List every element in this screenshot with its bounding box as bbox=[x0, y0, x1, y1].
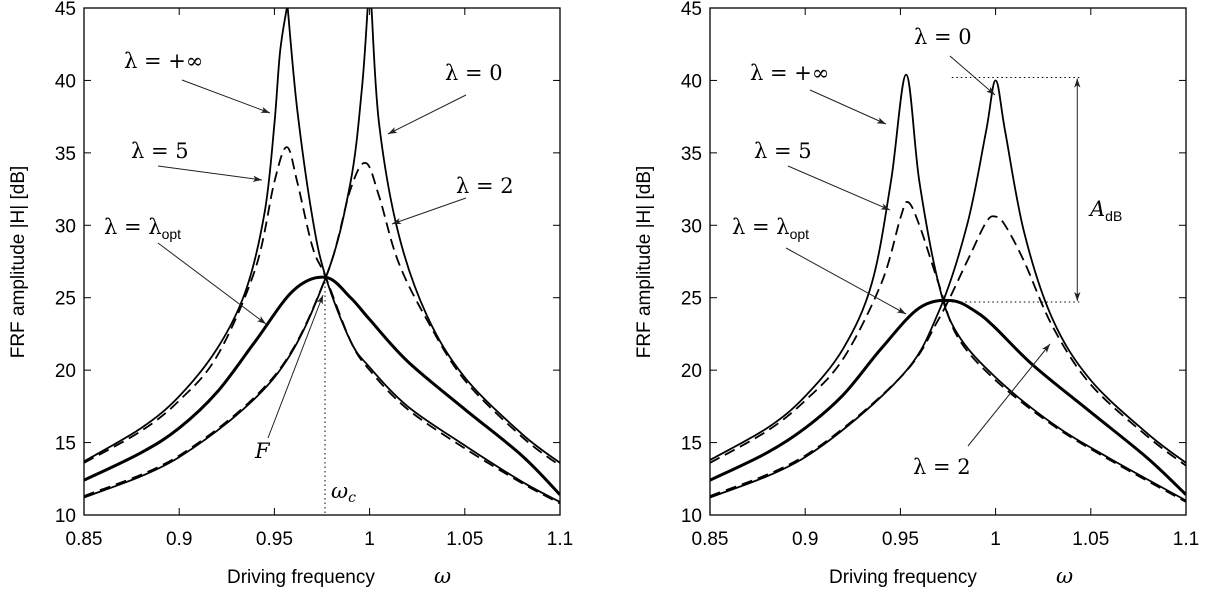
left-arrow-point-f bbox=[267, 294, 324, 439]
left-x-axis-symbol: ω bbox=[434, 564, 451, 588]
right-label-lambda-0: λ = 0 bbox=[914, 25, 972, 49]
left-arrow-lambda-opt bbox=[157, 242, 267, 325]
right-series-4 bbox=[710, 298, 1186, 496]
right-arrow-lambda-inf bbox=[809, 89, 887, 125]
right-y-tick-label: 25 bbox=[681, 289, 702, 310]
left-label-lambda-2: λ = 2 bbox=[456, 174, 514, 198]
left-panel: 0.85 0.9 0.95 1 1.05 1.1 10 15 20 25 30 35 40 45 Driv… bbox=[8, 0, 573, 588]
right-plot-frame bbox=[709, 7, 1187, 516]
right-series-1 bbox=[710, 79, 1186, 499]
left-label-omega-c: ωc bbox=[331, 479, 356, 506]
right-x-tick-label: 1 bbox=[990, 529, 1001, 550]
left-y-tick-label: 30 bbox=[55, 216, 76, 237]
right-label-amplitude-main: A bbox=[1088, 197, 1105, 221]
right-y-tick-label: 40 bbox=[681, 71, 702, 92]
left-x-tick-label: 0.85 bbox=[66, 529, 103, 550]
left-series-5 bbox=[84, 162, 560, 498]
left-series-6 bbox=[84, 275, 560, 496]
left-y-tick-label: 40 bbox=[55, 71, 76, 92]
right-x-axis-symbol: ω bbox=[1056, 564, 1073, 588]
right-series-0 bbox=[710, 73, 1186, 502]
right-y-tick-label: 45 bbox=[681, 0, 702, 20]
left-ticks: 0.85 0.9 0.95 1 1.05 1.1 10 15 20 25 30 35 40 45 bbox=[55, 0, 573, 550]
right-x-tick-label: 1.1 bbox=[1173, 529, 1199, 550]
left-label-lambda-5: λ = 5 bbox=[131, 139, 189, 163]
left-label-lambda-opt-main: λ = λ bbox=[104, 215, 162, 239]
right-ticks: 0.85 0.9 0.95 1 1.05 1.1 10 15 20 25 30 35 40 45 bbox=[681, 0, 1199, 550]
left-label-point-f: F bbox=[254, 439, 271, 463]
right-x-tick-label: 1.05 bbox=[1072, 529, 1109, 550]
right-arrow-lambda-opt bbox=[785, 247, 907, 315]
right-y-tick-label: 30 bbox=[681, 216, 702, 237]
left-y-tick-label: 20 bbox=[55, 361, 76, 382]
right-y-tick-label: 15 bbox=[681, 434, 702, 455]
right-label-amplitude: AdB bbox=[1088, 197, 1122, 224]
right-label-lambda-opt-sub: opt bbox=[790, 226, 810, 242]
left-y-tick-label: 15 bbox=[55, 434, 76, 455]
left-series-4 bbox=[84, 146, 560, 505]
right-label-lambda-inf: λ = +∞ bbox=[750, 61, 829, 85]
right-reference-lines bbox=[951, 77, 1082, 303]
right-x-axis-title: Driving frequency bbox=[829, 567, 977, 588]
right-label-lambda-opt: λ = λopt bbox=[732, 215, 809, 242]
left-label-omega-c-sub: c bbox=[348, 490, 356, 506]
right-label-lambda-opt-main: λ = λ bbox=[732, 215, 790, 239]
left-arrow-lambda-inf bbox=[181, 79, 271, 114]
right-x-tick-label: 0.85 bbox=[692, 529, 729, 550]
left-x-tick-label: 1 bbox=[364, 529, 375, 550]
right-y-tick-label: 35 bbox=[681, 144, 702, 165]
right-y-tick-label: 10 bbox=[681, 506, 702, 527]
right-label-amplitude-sub: dB bbox=[1105, 208, 1122, 224]
left-y-tick-label: 25 bbox=[55, 289, 76, 310]
left-label-lambda-opt: λ = λopt bbox=[104, 215, 181, 242]
left-series-1 bbox=[286, 8, 560, 503]
right-label-lambda-2: λ = 2 bbox=[913, 455, 971, 479]
left-label-omega-c-main: ω bbox=[331, 479, 348, 503]
left-label-lambda-inf: λ = +∞ bbox=[124, 49, 203, 73]
left-curves bbox=[84, 8, 560, 505]
left-series-2 bbox=[84, 8, 369, 499]
left-plot-frame bbox=[83, 7, 561, 516]
right-arrow-lambda-5 bbox=[787, 165, 891, 211]
right-y-axis-title: FRF amplitude |H| [dB] bbox=[634, 166, 655, 359]
left-arrow-lambda-0 bbox=[387, 94, 467, 135]
left-label-lambda-opt-sub: opt bbox=[162, 226, 182, 242]
right-x-tick-label: 0.95 bbox=[882, 529, 919, 550]
right-label-lambda-5: λ = 5 bbox=[754, 139, 812, 163]
left-arrow-lambda-5 bbox=[157, 165, 263, 182]
left-series-0 bbox=[84, 8, 288, 463]
left-y-tick-label: 10 bbox=[55, 506, 76, 527]
right-x-tick-label: 0.9 bbox=[792, 529, 818, 550]
left-y-tick-label: 35 bbox=[55, 144, 76, 165]
right-series-2 bbox=[710, 201, 1186, 503]
right-arrow-lambda-2 bbox=[967, 343, 1051, 447]
left-y-axis-title: FRF amplitude |H| [dB] bbox=[8, 166, 29, 359]
right-curves bbox=[710, 73, 1186, 503]
left-arrow-lambda-2 bbox=[391, 197, 467, 225]
left-x-axis-title: Driving frequency bbox=[227, 567, 375, 588]
right-arrow-lambda-0 bbox=[949, 55, 996, 96]
right-y-tick-label: 20 bbox=[681, 361, 702, 382]
left-series-3 bbox=[370, 8, 560, 464]
left-x-tick-label: 1.05 bbox=[446, 529, 483, 550]
right-series-3 bbox=[710, 215, 1186, 498]
left-label-lambda-0: λ = 0 bbox=[445, 61, 503, 85]
left-y-tick-label: 45 bbox=[55, 0, 76, 20]
left-x-tick-label: 0.9 bbox=[166, 529, 192, 550]
left-x-tick-label: 0.95 bbox=[256, 529, 293, 550]
right-panel: 0.85 0.9 0.95 1 1.05 1.1 10 15 20 25 30 35 40 45 Driv… bbox=[634, 0, 1199, 588]
left-x-tick-label: 1.1 bbox=[547, 529, 573, 550]
